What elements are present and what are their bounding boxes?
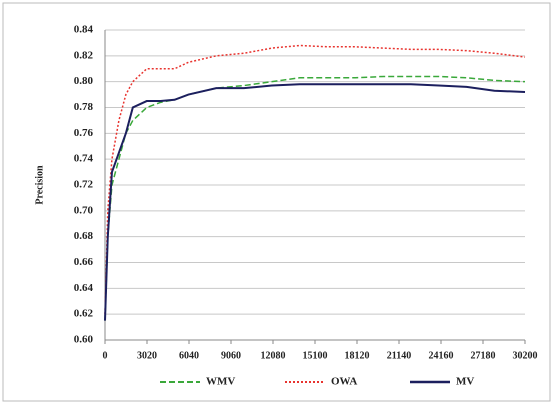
y-axis-label: Precision <box>34 165 45 205</box>
y-tick-label: 0.72 <box>74 179 94 191</box>
y-tick-label: 0.70 <box>74 204 94 216</box>
y-tick-label: 0.66 <box>74 256 94 268</box>
x-tick-label: 9060 <box>221 350 241 361</box>
x-tick-label: 0 <box>103 350 108 361</box>
y-tick-label: 0.78 <box>74 101 94 113</box>
y-tick-label: 0.84 <box>74 24 94 36</box>
legend-label: OWA <box>331 376 357 388</box>
y-tick-label: 0.80 <box>74 75 94 87</box>
x-tick-label: 24160 <box>429 350 454 361</box>
x-tick-label: 15100 <box>303 350 328 361</box>
x-tick-label: 3020 <box>137 350 157 361</box>
series-line <box>104 75 526 321</box>
chart-frame <box>2 2 551 402</box>
y-tick-label: 0.74 <box>74 153 94 165</box>
legend-label: MV <box>456 376 474 388</box>
x-tick-label: 27180 <box>471 350 496 361</box>
series-line <box>104 83 526 321</box>
y-tick-label: 0.76 <box>74 127 94 139</box>
x-tick-label: 30200 <box>513 350 538 361</box>
x-tick-label: 18120 <box>345 350 370 361</box>
x-tick-label: 21140 <box>387 350 411 361</box>
y-tick-label: 0.82 <box>74 49 94 61</box>
x-tick-label: 6040 <box>179 350 199 361</box>
y-tick-label: 0.62 <box>74 308 94 320</box>
y-tick-label: 0.64 <box>74 282 94 294</box>
x-tick-label: 12080 <box>261 350 286 361</box>
series-line <box>104 44 526 315</box>
y-tick-label: 0.68 <box>74 230 94 242</box>
y-tick-label: 0.60 <box>74 334 94 346</box>
legend-label: WMV <box>206 376 235 388</box>
